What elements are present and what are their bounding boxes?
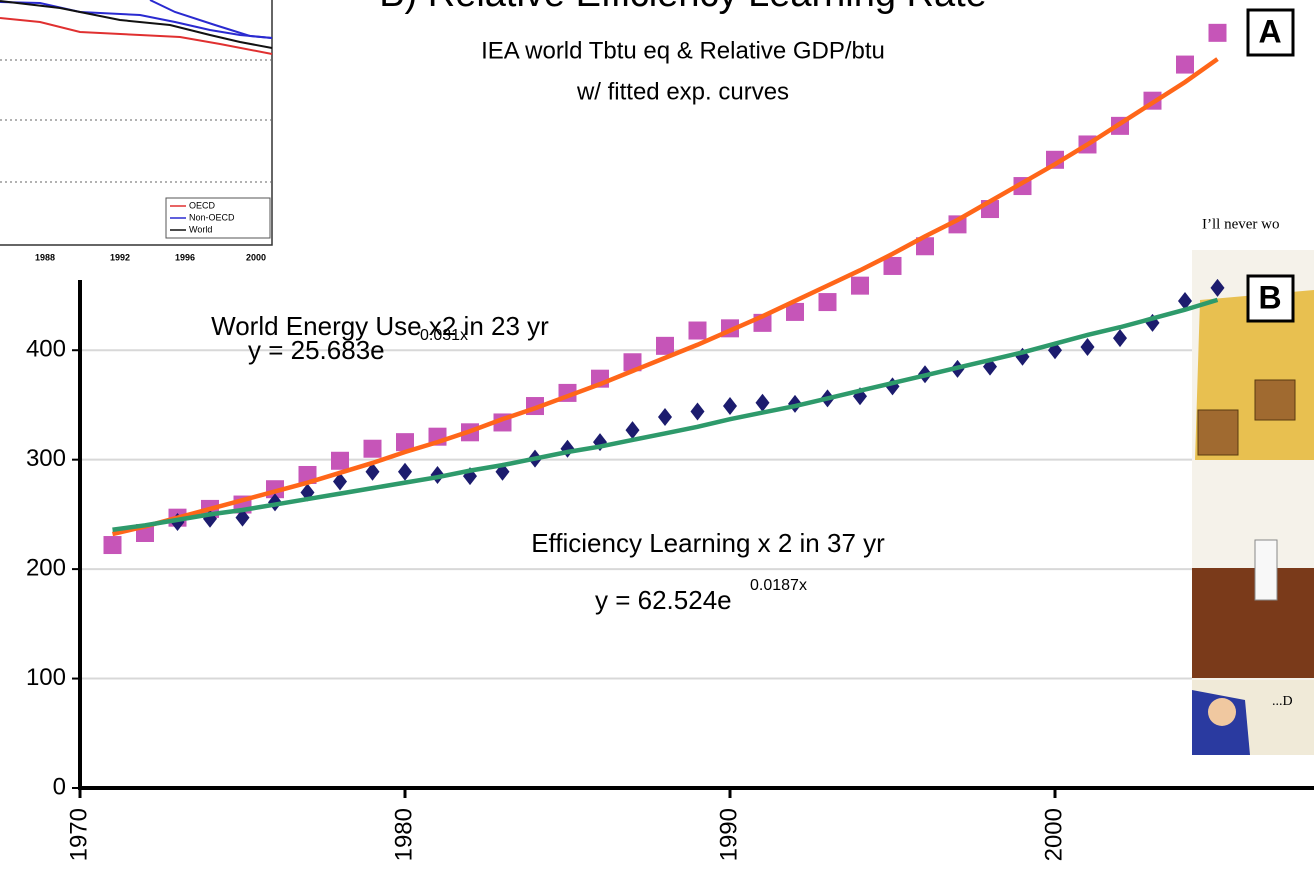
point: [1209, 24, 1227, 42]
equation: y = 62.524e: [595, 585, 732, 615]
inset-tick: 1988: [35, 252, 55, 262]
point: [364, 440, 382, 458]
subtitle: w/ fitted exp. curves: [576, 78, 789, 105]
inset-tick: 2000: [246, 252, 266, 262]
inset-legend: Non-OECD: [189, 212, 235, 222]
panel-label: A: [1258, 13, 1281, 49]
y-tick-label: 400: [26, 336, 66, 363]
inset-chart: OECD Non-OECD World 1988 1992 1996 2000: [0, 0, 272, 262]
y-tick-label: 300: [26, 445, 66, 472]
annotation: Efficiency Learning x 2 in 37 yr: [531, 528, 885, 558]
cartoon-caption: I’ll never wo: [1202, 216, 1279, 232]
point: [1081, 338, 1095, 356]
inset-legend: OECD: [189, 200, 216, 210]
point: [884, 257, 902, 275]
equation: y = 25.683e: [248, 335, 385, 365]
point: [331, 452, 349, 470]
x-tick-label: 1990: [715, 808, 742, 861]
equation-exponent: 0.0187x: [750, 577, 807, 594]
point: [851, 277, 869, 295]
subtitle: IEA world Tbtu eq & Relative GDP/btu: [481, 37, 885, 64]
equation-exponent: 0.031x: [420, 327, 468, 344]
chart: OECD Non-OECD World 1988 1992 1996 2000 …: [0, 0, 1314, 869]
point: [1113, 329, 1127, 347]
y-tick-label: 100: [26, 664, 66, 691]
page: {"chart_data": { "type": "scatter", "tit…: [0, 0, 1314, 869]
x-tick-label: 1970: [65, 808, 92, 861]
x-tick-label: 1980: [390, 808, 417, 861]
y-tick-label: 0: [53, 773, 66, 800]
inset-tick: 1992: [110, 252, 130, 262]
point: [689, 322, 707, 340]
cartoon-caption: ...D: [1272, 694, 1293, 709]
inset-tick: 1996: [175, 252, 195, 262]
point: [756, 394, 770, 412]
point: [1176, 56, 1194, 74]
point: [658, 408, 672, 426]
point: [656, 337, 674, 355]
x-tick-label: 2000: [1040, 808, 1067, 861]
panel-label: B: [1258, 279, 1281, 315]
point: [723, 397, 737, 415]
inset-legend: World: [189, 224, 212, 234]
point: [819, 293, 837, 311]
trend-line: [113, 59, 1218, 534]
chart-title: B) Relative Efficiency Learning Rate: [379, 0, 987, 15]
point: [691, 403, 705, 421]
point: [626, 421, 640, 439]
point: [104, 536, 122, 554]
point: [398, 463, 412, 481]
y-tick-label: 200: [26, 554, 66, 581]
